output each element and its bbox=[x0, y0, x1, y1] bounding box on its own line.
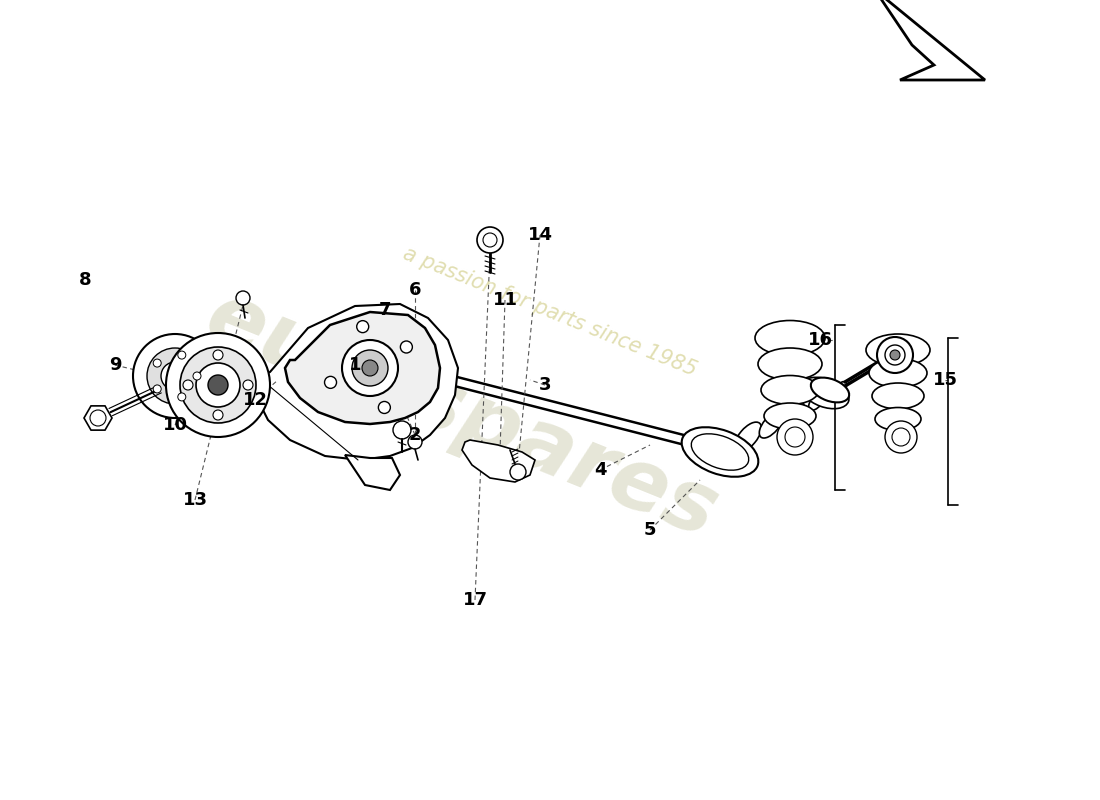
Circle shape bbox=[196, 363, 240, 407]
Circle shape bbox=[168, 369, 182, 383]
Circle shape bbox=[356, 321, 369, 333]
Text: 16: 16 bbox=[807, 331, 833, 349]
Ellipse shape bbox=[758, 348, 822, 380]
Ellipse shape bbox=[761, 375, 820, 405]
Text: 4: 4 bbox=[594, 461, 606, 479]
Text: a passion for parts since 1985: a passion for parts since 1985 bbox=[400, 244, 700, 380]
Text: 2: 2 bbox=[409, 426, 421, 444]
Text: 14: 14 bbox=[528, 226, 552, 244]
Circle shape bbox=[243, 380, 253, 390]
Text: eurospares: eurospares bbox=[194, 275, 730, 557]
Circle shape bbox=[153, 385, 162, 393]
Ellipse shape bbox=[811, 378, 849, 402]
Circle shape bbox=[147, 348, 204, 404]
Ellipse shape bbox=[874, 407, 921, 430]
Text: 12: 12 bbox=[242, 391, 267, 409]
Circle shape bbox=[213, 350, 223, 360]
Text: 9: 9 bbox=[109, 356, 121, 374]
Circle shape bbox=[166, 333, 270, 437]
Text: 8: 8 bbox=[79, 271, 91, 289]
Polygon shape bbox=[84, 406, 112, 430]
Text: 6: 6 bbox=[409, 281, 421, 299]
Ellipse shape bbox=[872, 383, 924, 409]
Circle shape bbox=[886, 421, 917, 453]
Text: 15: 15 bbox=[933, 371, 957, 389]
Ellipse shape bbox=[866, 334, 930, 366]
Circle shape bbox=[362, 360, 378, 376]
Polygon shape bbox=[285, 312, 440, 424]
Circle shape bbox=[133, 334, 217, 418]
Ellipse shape bbox=[682, 427, 758, 477]
Ellipse shape bbox=[784, 402, 804, 424]
Text: 1: 1 bbox=[349, 356, 361, 374]
Polygon shape bbox=[874, 0, 984, 80]
Polygon shape bbox=[462, 440, 535, 482]
Ellipse shape bbox=[801, 378, 849, 409]
Ellipse shape bbox=[869, 358, 927, 387]
Circle shape bbox=[236, 291, 250, 305]
Ellipse shape bbox=[755, 321, 825, 355]
Text: 10: 10 bbox=[163, 416, 187, 434]
Circle shape bbox=[180, 347, 256, 423]
Circle shape bbox=[213, 410, 223, 420]
Circle shape bbox=[153, 359, 162, 367]
Circle shape bbox=[378, 402, 390, 414]
Circle shape bbox=[352, 350, 388, 386]
Text: 17: 17 bbox=[462, 591, 487, 609]
Circle shape bbox=[477, 227, 503, 253]
Circle shape bbox=[400, 341, 412, 353]
Circle shape bbox=[324, 376, 337, 388]
Circle shape bbox=[483, 233, 497, 247]
Ellipse shape bbox=[764, 403, 816, 429]
Circle shape bbox=[342, 340, 398, 396]
Ellipse shape bbox=[735, 422, 761, 452]
Ellipse shape bbox=[691, 434, 749, 470]
Circle shape bbox=[208, 375, 228, 395]
Polygon shape bbox=[345, 455, 400, 490]
Circle shape bbox=[777, 419, 813, 455]
Circle shape bbox=[393, 421, 411, 439]
Circle shape bbox=[890, 350, 900, 360]
Ellipse shape bbox=[759, 412, 783, 438]
Text: 13: 13 bbox=[183, 491, 208, 509]
Circle shape bbox=[178, 351, 186, 359]
Circle shape bbox=[877, 337, 913, 373]
Ellipse shape bbox=[808, 392, 825, 410]
Circle shape bbox=[178, 393, 186, 401]
Circle shape bbox=[886, 345, 905, 365]
Circle shape bbox=[161, 362, 189, 390]
Polygon shape bbox=[258, 304, 458, 460]
Text: 5: 5 bbox=[644, 521, 657, 539]
Text: 11: 11 bbox=[493, 291, 517, 309]
Circle shape bbox=[510, 464, 526, 480]
Circle shape bbox=[183, 380, 192, 390]
Circle shape bbox=[408, 435, 422, 449]
Text: 3: 3 bbox=[539, 376, 551, 394]
Ellipse shape bbox=[834, 382, 847, 397]
Text: 7: 7 bbox=[378, 301, 392, 319]
Circle shape bbox=[192, 372, 201, 380]
